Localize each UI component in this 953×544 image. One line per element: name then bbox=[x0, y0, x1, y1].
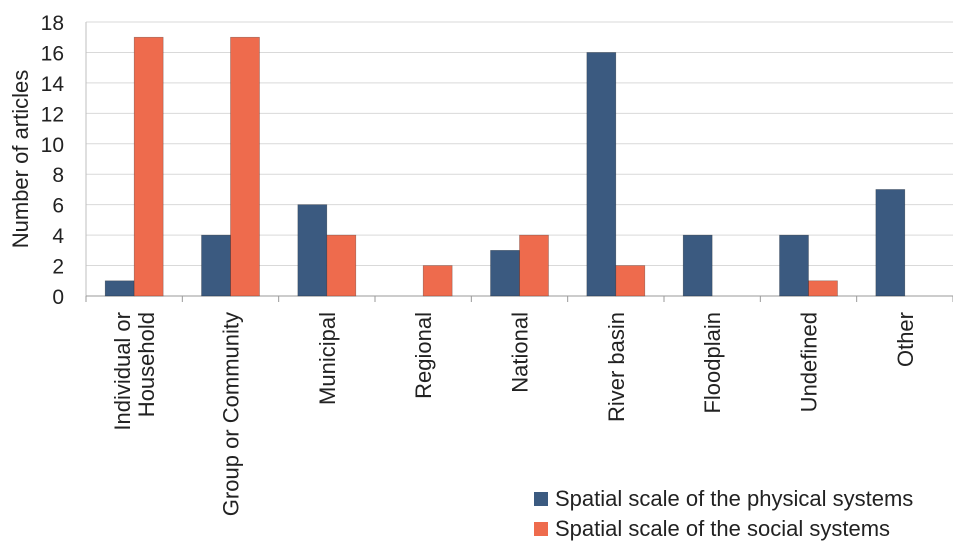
legend-item-physical: Spatial scale of the physical systems bbox=[534, 484, 953, 514]
bar-physical bbox=[779, 234, 809, 297]
x-tick-label: National bbox=[508, 312, 533, 393]
x-tick-label: Individual or bbox=[110, 312, 135, 431]
legend-label-social: Spatial scale of the social systems bbox=[555, 516, 891, 541]
bar-physical bbox=[201, 234, 231, 297]
bar-physical bbox=[490, 250, 520, 297]
y-tick-label: 0 bbox=[52, 286, 64, 309]
y-tick-label: 4 bbox=[52, 225, 64, 248]
bar-social bbox=[422, 265, 453, 297]
bar-social bbox=[230, 36, 260, 297]
bar-physical bbox=[297, 204, 328, 297]
y-tick-label: 10 bbox=[41, 134, 64, 157]
bar-physical bbox=[682, 234, 713, 297]
y-axis-title: Number of articles bbox=[8, 70, 33, 249]
bar-physical bbox=[586, 52, 617, 297]
y-tick-label: 16 bbox=[41, 42, 64, 65]
y-tick-label: 8 bbox=[52, 164, 64, 187]
legend-swatch-social bbox=[534, 522, 548, 536]
x-tick-label: Municipal bbox=[315, 312, 340, 405]
x-tick-label: Other bbox=[893, 312, 918, 367]
bar-social bbox=[615, 265, 646, 297]
x-tick-label: Floodplain bbox=[700, 312, 725, 414]
legend-item-social: Spatial scale of the social systems bbox=[534, 514, 953, 544]
bar-social bbox=[519, 234, 549, 297]
bar-social bbox=[808, 280, 838, 297]
legend-swatch-physical bbox=[534, 492, 548, 506]
bar-social bbox=[326, 234, 357, 297]
x-tick-label: Household bbox=[134, 312, 159, 417]
legend: Spatial scale of the physical systems Sp… bbox=[534, 484, 953, 544]
x-tick-label: River basin bbox=[604, 312, 629, 422]
x-tick-label: Undefined bbox=[797, 312, 822, 412]
y-tick-label: 18 bbox=[41, 12, 64, 35]
bar-social bbox=[133, 36, 164, 297]
y-tick-label: 14 bbox=[41, 73, 65, 96]
y-tick-label: 12 bbox=[41, 103, 64, 126]
x-tick-label: Regional bbox=[411, 312, 436, 399]
bar-physical bbox=[875, 189, 906, 297]
bar-physical bbox=[104, 280, 135, 297]
legend-label-physical: Spatial scale of the physical systems bbox=[555, 486, 914, 511]
y-tick-label: 6 bbox=[52, 195, 64, 218]
x-tick-label: Group or Community bbox=[219, 312, 244, 516]
y-tick-label: 2 bbox=[52, 256, 64, 279]
